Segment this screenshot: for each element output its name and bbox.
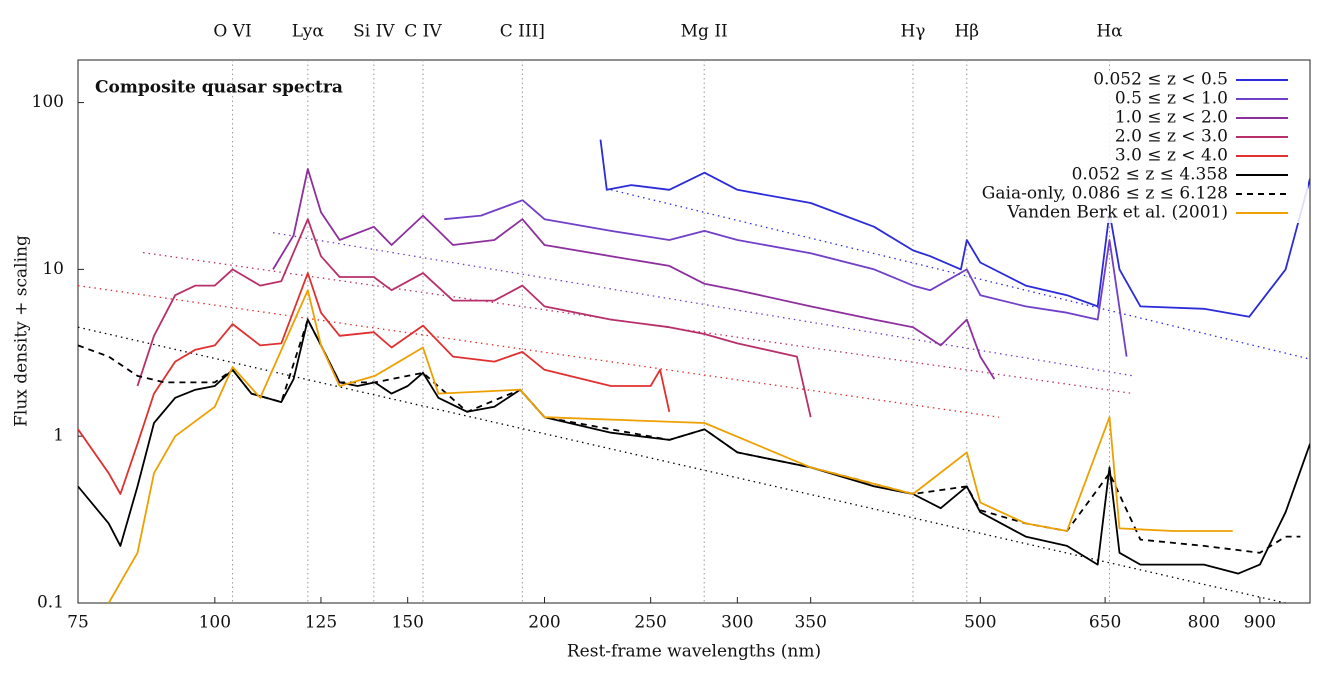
reference-line <box>78 284 1000 418</box>
x-tick-label: 75 <box>67 613 89 633</box>
legend-label: Vanden Berk et al. (2001) <box>1006 203 1228 223</box>
y-tick-label: 10 <box>42 259 64 279</box>
legend-bg <box>1008 147 1308 166</box>
legend-label: 0.5 ≤ z < 1.0 <box>1115 89 1228 109</box>
x-tick-label: 350 <box>794 613 826 633</box>
series-line <box>272 168 996 380</box>
series-line <box>107 289 1233 603</box>
legend-label: Gaia-only, 0.086 ≤ z ≤ 6.128 <box>982 184 1228 204</box>
x-tick-label: 300 <box>721 613 753 633</box>
legend-bg <box>1008 185 1308 204</box>
line-marker-label: C IV <box>404 22 442 42</box>
y-tick-label: 1 <box>53 426 64 446</box>
line-marker-label: O VI <box>213 22 251 42</box>
line-marker-label: Hβ <box>954 22 979 42</box>
reference-line <box>78 326 1286 603</box>
y-tick-label: 0.1 <box>37 593 64 613</box>
legend-label: 2.0 ≤ z < 3.0 <box>1115 127 1228 147</box>
x-tick-label: 125 <box>305 613 337 633</box>
x-tick-label: 250 <box>634 613 666 633</box>
legend-bg <box>1008 166 1308 185</box>
reference-line <box>272 232 1134 377</box>
series-line <box>78 318 1310 575</box>
series-line <box>78 318 1301 554</box>
plot-frame <box>77 59 1311 604</box>
legend-label: 0.052 ≤ z ≤ 4.358 <box>1072 165 1228 185</box>
x-tick-label: 150 <box>391 613 423 633</box>
legend-bg <box>1008 90 1308 109</box>
x-tick-label: 900 <box>1244 613 1276 633</box>
series-line <box>136 218 812 418</box>
chart-title: Composite quasar spectra <box>95 78 343 98</box>
line-marker-label: Hγ <box>900 22 925 42</box>
line-marker-label: C III] <box>500 22 545 42</box>
legend-bg <box>1008 71 1308 90</box>
legend-label: 3.0 ≤ z < 4.0 <box>1115 146 1228 166</box>
legend-bg <box>1008 204 1308 223</box>
legend-bg <box>1008 109 1308 128</box>
x-tick-label: 650 <box>1089 613 1121 633</box>
x-tick-label: 200 <box>528 613 560 633</box>
x-tick-label: 100 <box>199 613 231 633</box>
y-axis-label: Flux density + scaling <box>12 235 32 427</box>
line-marker-label: Si IV <box>353 22 395 42</box>
legend-bg <box>1008 128 1308 147</box>
legend-label: 0.052 ≤ z < 0.5 <box>1093 70 1228 90</box>
y-tick-label: 100 <box>32 92 64 112</box>
x-axis-label: Rest-frame wavelengths (nm) <box>567 642 821 662</box>
x-tick-label: 800 <box>1188 613 1220 633</box>
line-marker-label: Hα <box>1096 22 1123 42</box>
series-line <box>599 139 1310 318</box>
legend-label: 1.0 ≤ z < 2.0 <box>1115 108 1228 128</box>
line-marker-label: Mg II <box>681 22 728 42</box>
series-line <box>444 199 1128 357</box>
line-marker-label: Lyα <box>292 22 325 42</box>
series-line <box>78 272 671 495</box>
x-tick-label: 500 <box>964 613 996 633</box>
